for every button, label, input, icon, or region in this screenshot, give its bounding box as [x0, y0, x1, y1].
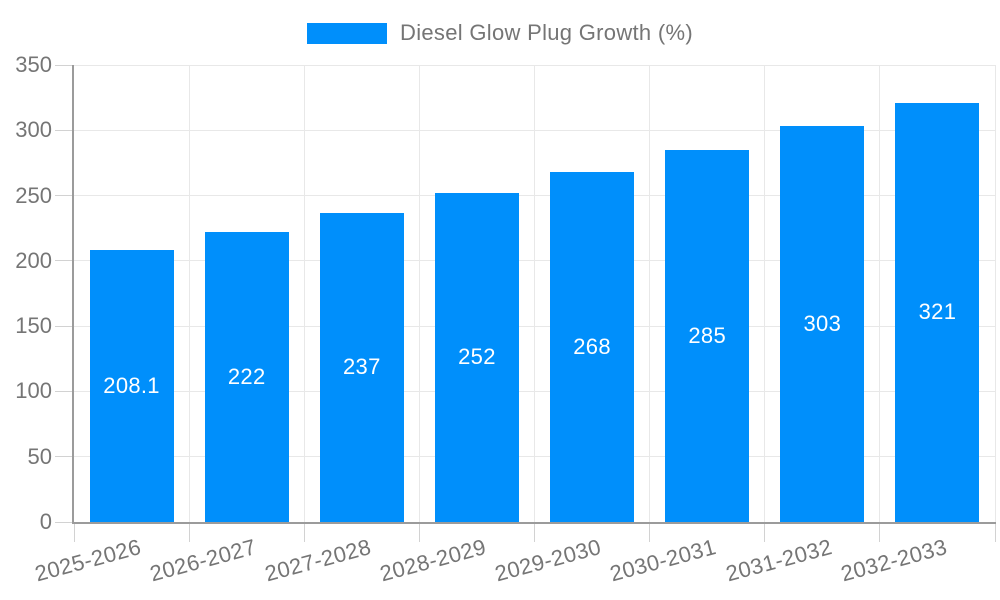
bar-value-label: 303: [803, 311, 842, 337]
x-tick: [534, 522, 535, 542]
legend-swatch: [307, 22, 388, 44]
y-tick: [55, 260, 74, 262]
bar: 268: [550, 172, 635, 522]
x-axis-category-label: 2032-2033: [837, 534, 950, 587]
bar-value-label: 208.1: [103, 373, 160, 399]
v-gridline: [534, 65, 535, 522]
bar-value-label: 268: [573, 334, 611, 360]
y-axis-line: [72, 65, 74, 522]
bar: 208.1: [89, 250, 174, 522]
v-gridline: [879, 65, 881, 522]
y-axis-tick-label: 100: [15, 378, 52, 404]
y-axis-tick-label: 0: [39, 509, 52, 534]
x-axis-category-label: 2029-2030: [492, 534, 605, 587]
y-tick: [55, 390, 74, 392]
bar-value-label: 252: [458, 344, 496, 370]
bar-value-label: 237: [343, 354, 381, 380]
y-axis-tick-label: 300: [15, 117, 52, 143]
bar: 303: [780, 126, 865, 522]
y-axis-tick-label: 50: [27, 443, 52, 469]
x-tick: [188, 522, 190, 542]
x-tick: [303, 522, 305, 542]
x-tick: [649, 522, 651, 542]
y-axis-tick-label: 150: [15, 313, 52, 339]
y-tick: [55, 195, 74, 197]
legend-label: Diesel Glow Plug Growth (%): [400, 20, 693, 45]
legend-item[interactable]: Diesel Glow Plug Growth (%): [0, 20, 1000, 46]
v-gridline: [303, 65, 305, 522]
v-gridline: [764, 65, 766, 522]
bar: 237: [319, 212, 404, 522]
v-gridline: [649, 65, 651, 522]
y-axis-tick-label: 200: [15, 247, 52, 273]
v-gridline: [994, 65, 996, 522]
y-tick: [55, 325, 74, 327]
y-tick: [55, 521, 74, 523]
x-axis-category-label: 2028-2029: [377, 534, 489, 587]
x-axis-category-label: 2030-2031: [607, 534, 720, 587]
bar-value-label: 321: [918, 299, 957, 325]
x-tick: [73, 522, 75, 542]
bar-value-label: 222: [227, 364, 266, 390]
x-axis-line: [72, 522, 996, 524]
x-axis-category-label: 2026-2027: [147, 534, 259, 587]
bar: 222: [204, 232, 289, 522]
x-tick: [764, 522, 766, 542]
x-axis-category-label: 2027-2028: [262, 534, 374, 587]
x-axis-category-label: 2031-2032: [722, 534, 835, 587]
bar: 285: [665, 149, 750, 522]
x-tick: [879, 522, 881, 542]
y-tick: [55, 456, 74, 458]
bar-value-label: 285: [688, 322, 726, 348]
x-tick: [994, 522, 996, 542]
x-axis-category-label: 2025-2026: [31, 534, 144, 587]
y-axis-tick-label: 350: [15, 52, 52, 77]
bar: 252: [434, 192, 519, 522]
bar: 321: [895, 102, 980, 522]
x-tick: [418, 522, 420, 542]
y-tick: [55, 129, 74, 131]
v-gridline: [418, 65, 420, 522]
y-axis-tick-label: 250: [15, 182, 52, 208]
v-gridline: [188, 65, 190, 522]
y-tick: [55, 64, 74, 66]
